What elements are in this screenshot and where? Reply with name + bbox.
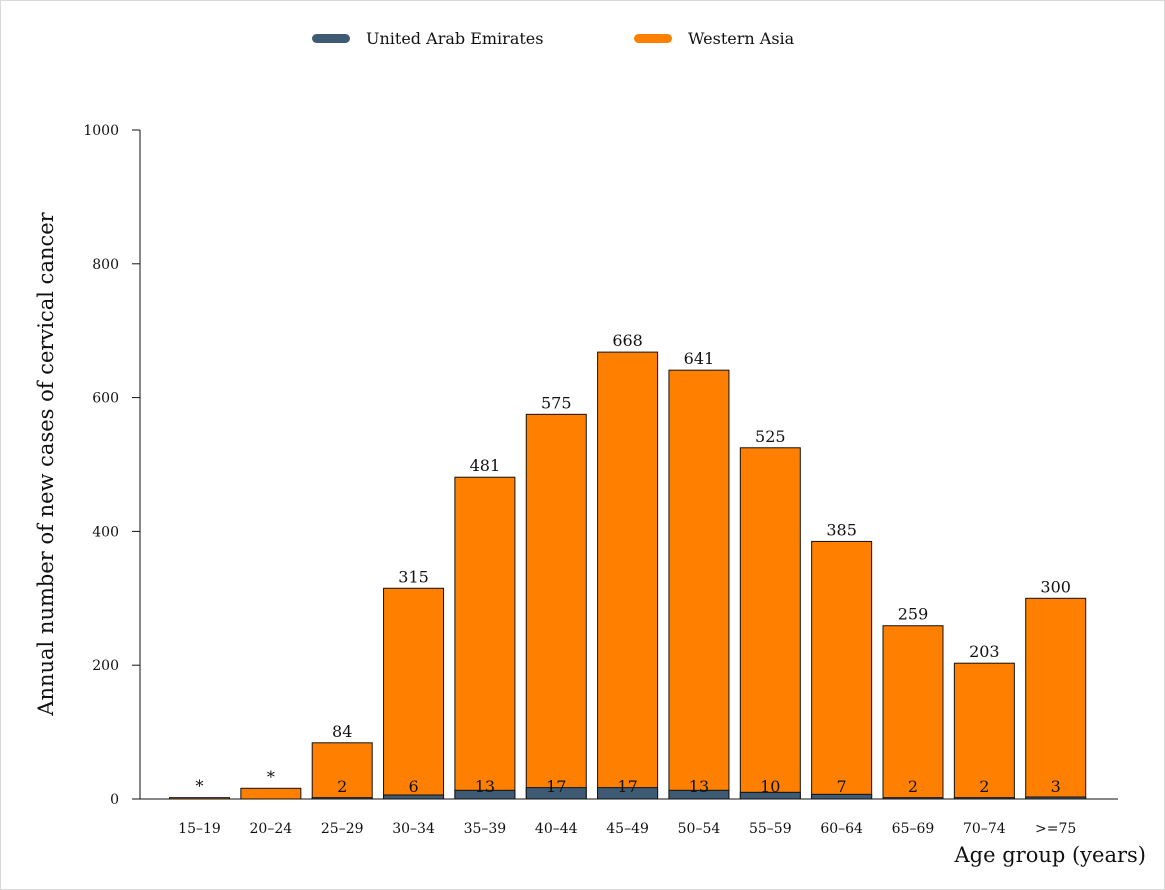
bar-value-label-uae: 17 (617, 777, 637, 796)
bar-value-label-western-asia: 300 (1040, 577, 1071, 596)
bar-western-asia (311, 742, 373, 800)
bar-value-label-western-asia: 641 (684, 349, 715, 368)
legend-swatch-uae (312, 34, 350, 43)
bar-value-label-western-asia: 259 (898, 605, 929, 624)
bar-value-label-uae: 13 (689, 777, 709, 796)
bar-western-asia (1025, 597, 1087, 800)
x-tick-label: >=75 (1035, 821, 1076, 837)
legend-label-western-asia: Western Asia (688, 29, 795, 48)
x-axis-title: Age group (years) (954, 843, 1147, 867)
bar-value-label-western-asia: 481 (470, 456, 501, 475)
x-tick-label: 45–49 (606, 821, 649, 837)
bars: * * 84 2 315 6 481 13 575 17 668 17 641 13 525 10 385 7 25… (169, 331, 1087, 800)
bar-value-label-uae: 13 (475, 777, 495, 796)
bar-value-label-western-asia: 575 (541, 393, 572, 412)
y-tick-label: 600 (92, 391, 119, 407)
bar-value-label-uae: 6 (408, 777, 418, 796)
bar-western-asia (383, 587, 445, 800)
bar-western-asia (882, 625, 944, 800)
legend-label-uae: United Arab Emirates (366, 29, 543, 48)
bar-western-asia (525, 413, 587, 800)
bar-western-asia (739, 447, 801, 800)
x-tick-label: 50–54 (678, 821, 721, 837)
x-tick-label: 30–34 (392, 821, 435, 837)
bar-value-label-uae: 17 (546, 777, 566, 796)
y-tick-label: 400 (92, 524, 119, 540)
bar-value-label-uae: 2 (908, 777, 918, 796)
bar-value-label-western-asia: 525 (755, 427, 786, 446)
bar-value-label-western-asia: 385 (826, 520, 857, 539)
y-tick-label: 800 (92, 257, 119, 273)
x-tick-label: 40–44 (535, 821, 578, 837)
bar-value-label-western-asia: 84 (332, 722, 352, 741)
bar-value-label-western-asia: 668 (612, 331, 643, 350)
x-tick-label: 70–74 (963, 821, 1006, 837)
bar-value-label-western-asia: 315 (398, 567, 429, 586)
x-tick-label: 35–39 (464, 821, 507, 837)
bar-value-label-uae: 10 (760, 777, 780, 796)
bar-value-label-uae: 2 (979, 777, 989, 796)
bar-western-asia (240, 787, 302, 800)
y-tick-label: 0 (110, 792, 119, 808)
bar-value-label-uae: 7 (837, 777, 847, 796)
legend: United Arab Emirates Western Asia (312, 29, 795, 48)
x-tick-label: 55–59 (749, 821, 792, 837)
bar-value-label-western-asia: * (196, 777, 204, 796)
y-axis-title: Annual number of new cases of cervical c… (34, 211, 58, 716)
x-axis: 15–19 20–24 25–29 30–34 35–39 40–44 45–49 50–54… (140, 798, 1118, 837)
x-tick-label: 60–64 (820, 821, 863, 837)
x-tick-label: 15–19 (178, 821, 221, 837)
bar-value-label-western-asia: * (267, 767, 275, 786)
bar-value-label-uae: 3 (1051, 777, 1061, 796)
x-tick-label: 20–24 (250, 821, 293, 837)
bar-western-asia (811, 540, 873, 800)
bar-western-asia (668, 369, 730, 800)
y-axis: 0 200 400 600 800 1000 (83, 123, 141, 808)
y-tick-label: 200 (92, 658, 119, 674)
bar-value-label-uae: 2 (337, 777, 347, 796)
y-tick-label: 1000 (83, 123, 119, 139)
bar-value-label-western-asia: 203 (969, 642, 1000, 661)
bar-western-asia (454, 476, 516, 800)
bar-western-asia (597, 351, 659, 800)
legend-swatch-western-asia (634, 34, 672, 43)
x-tick-label: 65–69 (892, 821, 935, 837)
x-tick-label: 25–29 (321, 821, 364, 837)
